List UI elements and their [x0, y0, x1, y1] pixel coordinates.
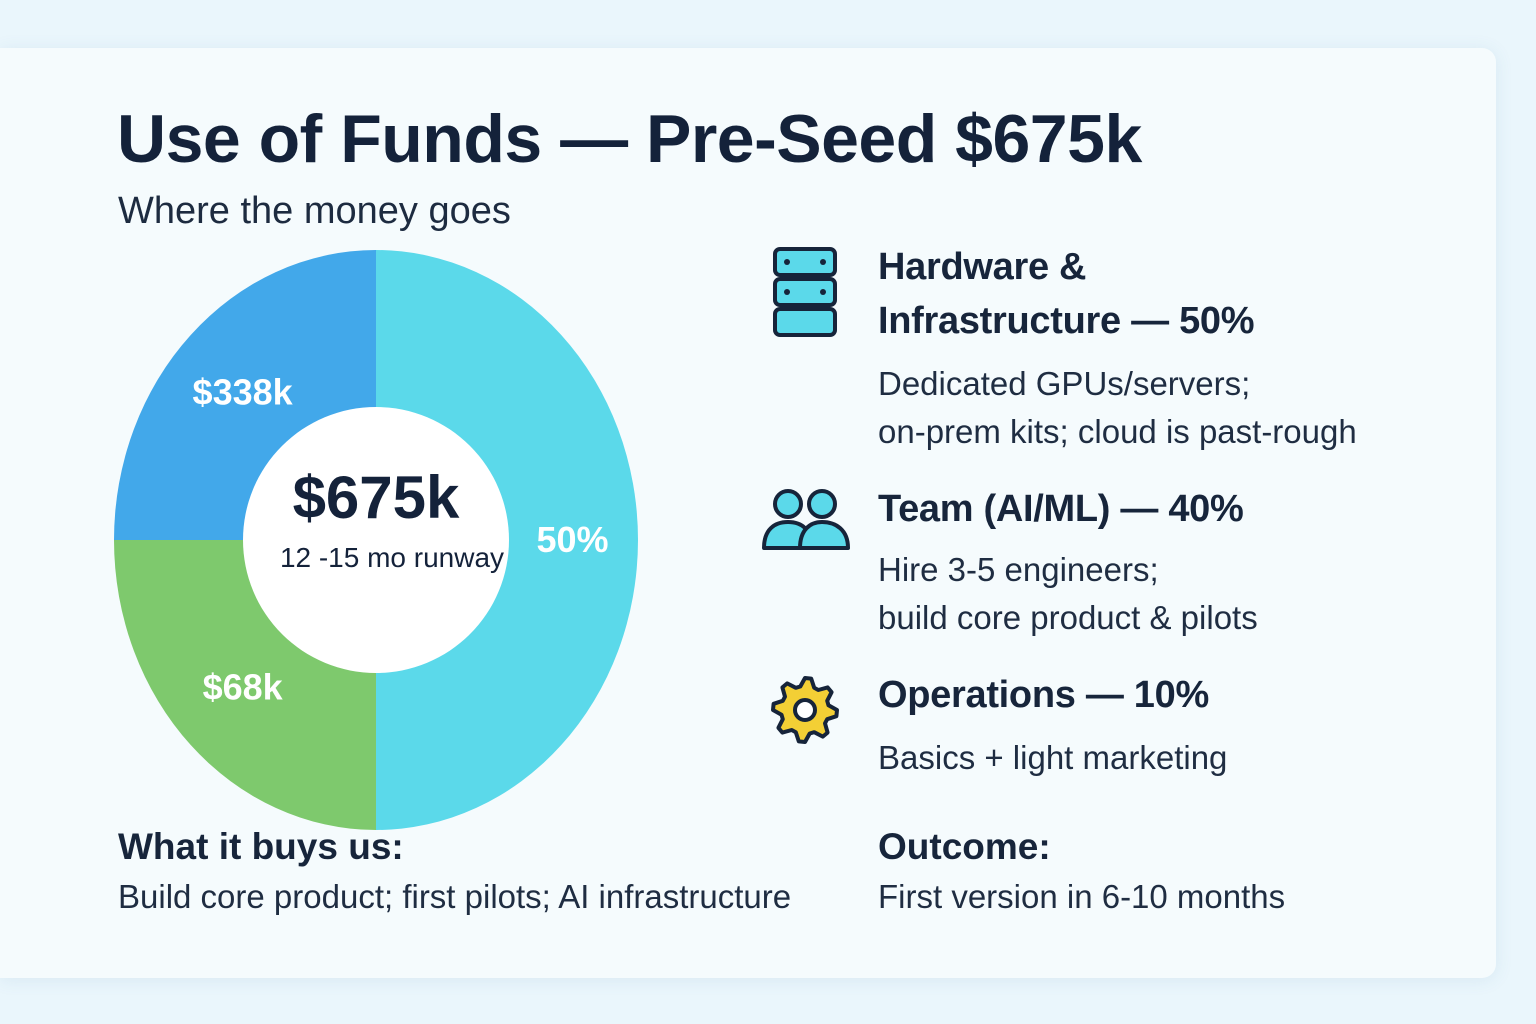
- buys-label: What it buys us:: [118, 826, 404, 867]
- outcome-text: First version in 6-10 months: [878, 878, 1286, 915]
- slice-labels: 50% $68k $338k: [193, 371, 609, 707]
- center-value: $675k: [293, 464, 460, 531]
- server-icon: [773, 247, 837, 337]
- slice-label-hardware: 50%: [536, 519, 608, 560]
- donut-hole: [243, 407, 509, 673]
- outcome-label: Outcome:: [878, 826, 1051, 867]
- legend-desc-line: Hire 3-5 engineers;: [878, 551, 1159, 588]
- legend-title-line: Team (AI/ML) — 40%: [878, 488, 1244, 530]
- team-icon: [762, 489, 850, 550]
- page-title: Use of Funds — Pre-Seed $675k: [117, 101, 1142, 177]
- gear-icon: [771, 676, 839, 744]
- center-caption: 12 -15 mo runway: [280, 542, 504, 573]
- legend-desc-line: build core product & pilots: [878, 599, 1258, 636]
- slice-label-operations: $68k: [203, 667, 284, 708]
- legend-desc-line: Basics + light marketing: [878, 739, 1228, 776]
- legend-title-line: Infrastructure — 50%: [878, 300, 1255, 342]
- buys-text: Build core product; first pilots; AI inf…: [118, 878, 792, 915]
- legend-title-line: Hardware &: [878, 246, 1087, 288]
- legend-desc-line: Dedicated GPUs/servers;: [878, 365, 1251, 402]
- slice-label-team: $338k: [193, 371, 294, 412]
- donut-chart: $675k 12 -15 mo runway 50% $68k $338k: [114, 250, 638, 830]
- legend-title-line: Operations — 10%: [878, 674, 1209, 716]
- legend-desc-line: on-prem kits; cloud is past-rough: [878, 413, 1357, 450]
- page-subtitle: Where the money goes: [118, 190, 511, 232]
